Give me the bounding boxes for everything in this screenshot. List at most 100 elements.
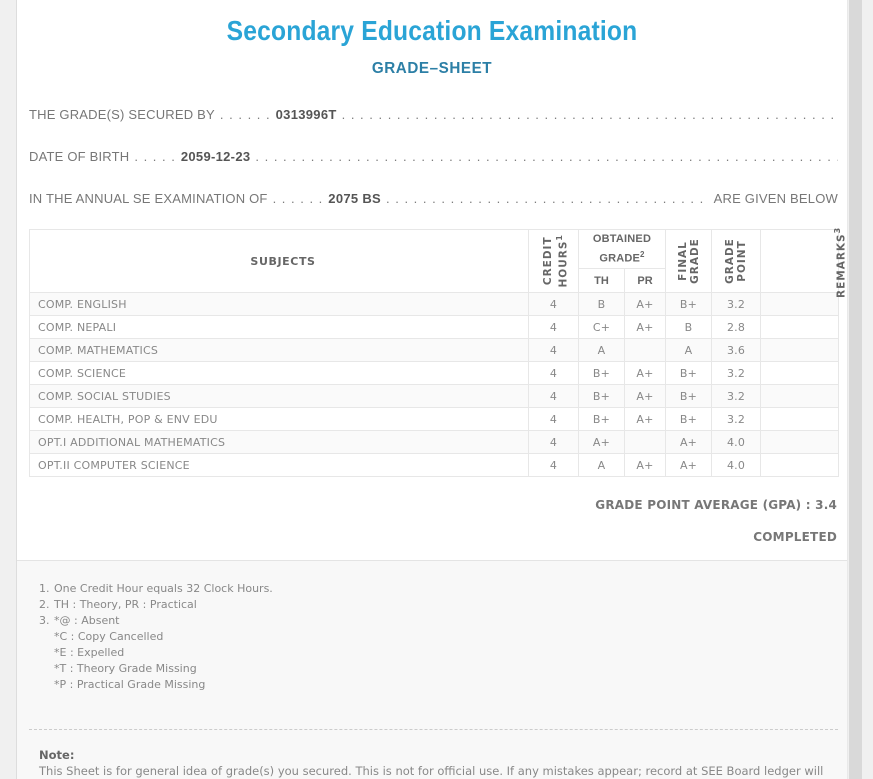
leader-dots: . . . . . . [219,107,271,122]
footnote-text: *T : Theory Grade Missing [54,662,197,675]
grade-sheet-card: Secondary Education Examination GRADE–SH… [16,0,848,779]
footnote-number: 3. [39,614,50,627]
final-grade-vertical-label: FINAL GRADE [676,238,701,284]
info-line-examination-year: IN THE ANNUAL SE EXAMINATION OF . . . . … [29,191,838,208]
note-label: Note: [39,748,75,762]
subject-cell: COMP. MATHEMATICS [29,338,529,362]
remarks-cell [760,338,840,362]
footnote-text: One Credit Hour equals 32 Clock Hours. [54,582,273,595]
grade-point-cell: 3.2 [711,407,762,431]
dashed-divider [29,729,838,730]
pr-grade-cell [623,338,667,362]
page-scrollbar[interactable] [849,0,862,779]
footnote-number [39,677,54,693]
credit-cell: 4 [528,361,579,385]
remarks-vertical-label: REMARKS3 [833,226,848,298]
subject-cell: COMP. NEPALI [29,315,529,339]
footnote-sub-item: *E : Expelled [39,645,847,661]
final-grade-cell: A [665,338,713,362]
grade-point-cell: 4.0 [711,453,762,477]
gpa-summary: GRADE POINT AVERAGE (GPA) : 3.4 [29,498,837,512]
info-label: THE GRADE(S) SECURED BY [29,107,215,122]
gpa-value: 3.4 [815,498,837,512]
leader-dots: . . . . . . [272,191,324,206]
credit-cell: 4 [528,407,579,431]
th-grade-cell: B+ [578,384,625,408]
th-grade-cell: A+ [578,430,625,454]
footnote-text: *@ : Absent [54,614,120,627]
grade-point-cell: 3.2 [711,292,762,316]
th-grade-cell: B+ [578,407,625,431]
remarks-cell [760,407,840,431]
footnote-item: 3. *@ : Absent [39,613,847,629]
info-label: DATE OF BIRTH [29,149,130,164]
table-row: OPT.I ADDITIONAL MATHEMATICS 4 A+ A+ 4.0 [29,430,840,454]
header-obtained-grade: OBTAINED GRADE2 [577,229,667,269]
table-row: COMP. SCIENCE 4 B+ A+ B+ 3.2 [29,361,840,385]
grade-table: SUBJECTS CREDIT HOURS1 OBTAINED GRADE2 FIN… [29,227,847,477]
footnote-number [39,629,54,645]
remarks-cell [760,292,840,316]
final-grade-cell: B+ [665,384,713,408]
pr-grade-cell: A+ [623,407,667,431]
pr-grade-cell: A+ [623,292,667,316]
candidate-info: THE GRADE(S) SECURED BY . . . . . . 0313… [29,107,838,208]
table-row: OPT.II COMPUTER SCIENCE 4 A A+ A+ 4.0 [29,453,840,477]
credit-cell: 4 [528,338,579,362]
final-grade-cell: B+ [665,407,713,431]
table-row: COMP. ENGLISH 4 B A+ B+ 3.2 [29,292,840,316]
pr-grade-cell: A+ [623,315,667,339]
remarks-cell [760,430,840,454]
footnote-text: TH : Theory, PR : Practical [54,598,197,611]
subject-cell: COMP. SOCIAL STUDIES [29,384,529,408]
pr-grade-cell: A+ [623,384,667,408]
footnote-text: *E : Expelled [54,646,125,659]
header-pr: PR [623,268,667,293]
leader-dots: . . . . . [134,149,176,164]
footnote-text: *P : Practical Grade Missing [54,678,206,691]
remarks-cell [760,315,840,339]
footnote-number: 2. [39,598,50,611]
grade-point-cell: 3.6 [711,338,762,362]
header-th: TH [578,268,625,293]
header-final-grade: FINAL GRADE [665,229,713,293]
leader-dots: . . . . . . . . . . . . . . . . . . . . … [341,107,838,122]
pr-grade-cell: A+ [623,361,667,385]
leader-dots: . . . . . . . . . . . . . . . . . . . . … [386,191,708,206]
header-subjects: SUBJECTS [29,229,529,293]
date-of-birth-value: 2059-12-23 [180,149,251,164]
completion-status: COMPLETED [753,530,837,544]
footnote-number [39,661,54,677]
remarks-cell [760,361,840,385]
th-grade-cell: B+ [578,361,625,385]
final-grade-cell: B+ [665,292,713,316]
examination-year-value: 2075 BS [328,191,381,206]
th-grade-cell: C+ [578,315,625,339]
footnote-item: 1. One Credit Hour equals 32 Clock Hours… [39,581,847,597]
pr-grade-cell: A+ [623,453,667,477]
remarks-cell [760,453,840,477]
subject-cell: COMP. SCIENCE [29,361,529,385]
gpa-label: GRADE POINT AVERAGE (GPA) : [595,498,811,512]
credit-hours-vertical-label: CREDIT HOURS1 [541,234,570,288]
note-block: Note: This Sheet is for general idea of … [39,747,823,779]
grade-point-cell: 3.2 [711,361,762,385]
th-grade-cell: A [578,453,625,477]
subject-cell: COMP. ENGLISH [29,292,529,316]
result-summary: GRADE POINT AVERAGE (GPA) : 3.4 COMPLETE… [29,498,837,544]
info-line-grades-secured-by: THE GRADE(S) SECURED BY . . . . . . 0313… [29,107,838,124]
footnote-text: *C : Copy Cancelled [54,630,164,643]
grade-point-cell: 2.8 [711,315,762,339]
footnote-sub-item: *T : Theory Grade Missing [39,661,847,677]
grade-point-cell: 3.2 [711,384,762,408]
credit-cell: 4 [528,292,579,316]
subject-cell: OPT.I ADDITIONAL MATHEMATICS [29,430,529,454]
symbol-number-value: 0313996T [275,107,337,122]
leader-dots: . . . . . . . . . . . . . . . . . . . . … [255,149,838,164]
credit-cell: 4 [528,453,579,477]
header-grade-point: GRADE POINT [711,229,762,293]
credit-cell: 4 [528,315,579,339]
are-given-below-label: ARE GIVEN BELOW [713,191,838,206]
subject-cell: COMP. HEALTH, POP & ENV EDU [29,407,529,431]
header-credit-hours: CREDIT HOURS1 [528,229,579,293]
